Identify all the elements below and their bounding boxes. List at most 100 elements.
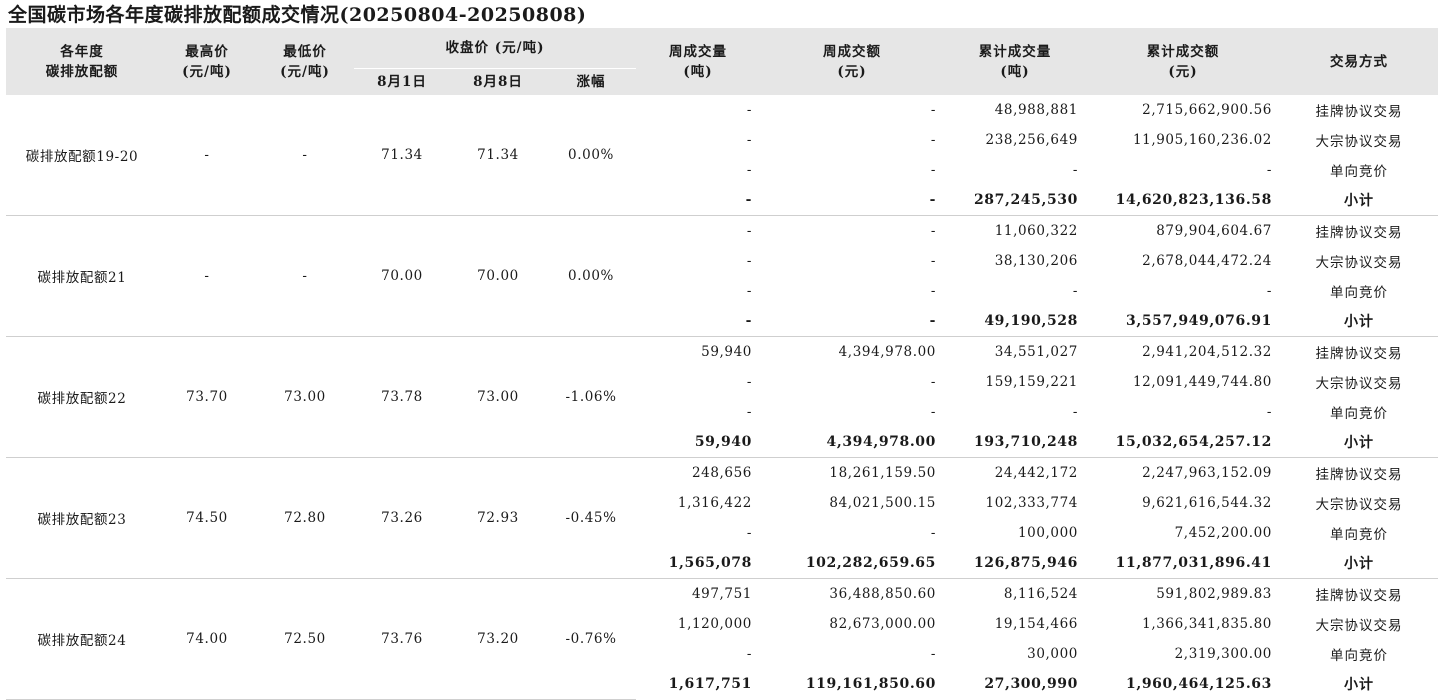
weekly-volume: 497,751	[691, 586, 752, 602]
weekly-amount: -	[930, 102, 936, 118]
subtotal-row: 1,617,751 119,161,850.60 27,300,990 1,960,4…	[6, 669, 1438, 699]
header-cumulative-volume-line2: (吨)	[1000, 63, 1030, 80]
weekly-amount: -	[930, 525, 936, 541]
cumulative-volume: 30,000	[1027, 646, 1078, 662]
weekly-volume: -	[746, 525, 752, 541]
header-weekly-volume: 周成交量 (吨)	[636, 28, 760, 95]
cumulative-amount: 2,319,300.00	[1174, 646, 1272, 662]
cumulative-volume: 8,116,524	[1003, 586, 1078, 602]
header-low-price: 最低价 (元/吨)	[256, 28, 354, 95]
weekly-amount: 102,282,659.65	[760, 548, 944, 579]
trade-mode: 小计	[1280, 548, 1438, 579]
header-cumulative-amount-line1: 累计成交额	[1146, 43, 1220, 60]
cumulative-volume: 48,988,881	[994, 102, 1078, 118]
trade-mode: 大宗协议交易	[1315, 376, 1403, 392]
table-row: 碳排放配额22 73.70 73.00 73.78 73.00 -1.06% 59,940 4…	[6, 336, 1438, 458]
close-aug1: 73.26	[354, 457, 450, 579]
cumulative-volume: -	[1072, 404, 1078, 420]
weekly-volume: -	[746, 223, 752, 239]
cumulative-volume: 238,256,649	[985, 132, 1078, 148]
trade-mode: 大宗协议交易	[1315, 497, 1403, 513]
subtotal-row: 1,565,078 102,282,659.65 126,875,946 11,877…	[6, 548, 1438, 579]
trade-mode: 小计	[1344, 677, 1374, 693]
header-weekly-amount-line1: 周成交额	[823, 43, 881, 60]
header-close-aug8: 8月8日	[473, 74, 523, 90]
carbon-trading-table: 各年度 碳排放配额 最高价 (元/吨) 最低价 (元/吨) 收盘价 (元/吨) …	[6, 28, 1438, 700]
trade-mode: 单向竞价	[1330, 648, 1388, 664]
close-aug8: 73.00	[450, 336, 546, 458]
table-row: - - - - 单向竞价	[6, 155, 1438, 185]
table-row: 碳排放配额19-20- -71.34 71.34 0.00% - -48,988,881 2…	[6, 95, 1438, 216]
cumulative-volume: 11,060,322	[994, 223, 1078, 239]
table-row: - - - - 单向竞价	[6, 397, 1438, 427]
table-row: 1,120,000 82,673,000.00 19,154,466 1,366,34…	[6, 609, 1438, 639]
weekly-volume: 1,565,078	[636, 548, 760, 579]
cumulative-volume: 287,245,530	[944, 185, 1086, 216]
weekly-amount: -	[930, 374, 936, 390]
weekly-volume: 1,316,422	[677, 495, 752, 511]
close-aug1: 71.34	[354, 95, 450, 216]
cumulative-amount: 2,715,662,900.56	[1142, 102, 1272, 118]
low-price: 73.00	[256, 336, 354, 458]
header-allowance-year-line1: 各年度	[60, 43, 104, 60]
table-body: 碳排放配额19-20- -71.34 71.34 0.00% - -48,988,881 2…	[6, 95, 1438, 700]
cumulative-volume: 19,154,466	[994, 616, 1078, 632]
weekly-amount: -	[930, 253, 936, 269]
trade-mode: 挂牌协议交易	[1315, 225, 1403, 241]
trade-mode: 单向竞价	[1330, 527, 1388, 543]
allowance-name: 碳排放配额19-20	[6, 95, 158, 216]
cumulative-volume: -	[1072, 162, 1078, 178]
trade-mode: 挂牌协议交易	[1315, 588, 1403, 604]
trade-mode: 单向竞价	[1330, 164, 1388, 180]
header-close-price: 收盘价 (元/吨)	[354, 28, 636, 69]
trade-mode: 小计	[1280, 427, 1438, 458]
header-high-price: 最高价 (元/吨)	[158, 28, 256, 95]
header-low-price-line2: (元/吨)	[280, 63, 330, 80]
change-pct: 0.00%	[546, 95, 636, 216]
cumulative-amount: 15,032,654,257.12	[1086, 427, 1280, 458]
weekly-volume: -	[746, 404, 752, 420]
table-row: - - 38,130,206 2,678,044,472.24 大宗协议交易	[6, 246, 1438, 276]
header-high-price-line2: (元/吨)	[182, 63, 232, 80]
header-cumulative-volume-line1: 累计成交量	[978, 43, 1052, 60]
header-cumulative-amount-line2: (元)	[1168, 63, 1198, 80]
header-cumulative-volume: 累计成交量 (吨)	[944, 28, 1086, 95]
weekly-volume: -	[636, 306, 760, 337]
header-trade-mode: 交易方式	[1330, 53, 1388, 70]
cumulative-volume: 102,333,774	[985, 495, 1078, 511]
cumulative-amount: 11,905,160,236.02	[1132, 132, 1272, 148]
low-price: -	[256, 215, 354, 337]
trade-mode: 挂牌协议交易	[1315, 346, 1403, 362]
weekly-amount: -	[930, 162, 936, 178]
close-aug8: 71.34	[450, 95, 546, 216]
header-weekly-amount-line2: (元)	[837, 63, 867, 80]
cumulative-amount: 14,620,823,136.58	[1086, 185, 1280, 216]
table-row: - - - - 单向竞价	[6, 276, 1438, 306]
weekly-volume: -	[746, 253, 752, 269]
trade-mode: 大宗协议交易	[1315, 618, 1403, 634]
header-low-price-line1: 最低价	[283, 43, 327, 60]
subtotal-row: - -287,245,530 14,620,823,136.58 小计	[6, 185, 1438, 216]
table-header: 各年度 碳排放配额 最高价 (元/吨) 最低价 (元/吨) 收盘价 (元/吨) …	[6, 28, 1438, 95]
table-row: - - 238,256,649 11,905,160,236.02 大宗协议交易	[6, 125, 1438, 155]
trade-mode: 单向竞价	[1330, 285, 1388, 301]
cumulative-amount: -	[1266, 283, 1272, 299]
weekly-amount: 119,161,850.60	[805, 676, 936, 692]
weekly-amount: -	[930, 283, 936, 299]
weekly-amount: 84,021,500.15	[829, 495, 936, 511]
weekly-volume: -	[746, 374, 752, 390]
high-price: -	[158, 215, 256, 337]
trade-mode: 单向竞价	[1330, 406, 1388, 422]
header-high-price-line1: 最高价	[185, 43, 229, 60]
table-row: 碳排放配额21- -70.00 70.00 0.00% - -11,060,322 879,…	[6, 215, 1438, 337]
cumulative-volume: 193,710,248	[944, 427, 1086, 458]
close-aug1: 70.00	[354, 215, 450, 337]
high-price: 74.50	[158, 457, 256, 579]
allowance-name: 碳排放配额23	[6, 457, 158, 579]
page-title: 全国碳市场各年度碳排放配额成交情况(20250804-20250808)	[8, 4, 587, 26]
allowance-name: 碳排放配额21	[6, 215, 158, 337]
high-price: 74.00	[158, 578, 256, 700]
low-price: 72.80	[256, 457, 354, 579]
table-row: - - 30,000 2,319,300.00 单向竞价	[6, 639, 1438, 669]
cumulative-amount: 2,941,204,512.32	[1142, 344, 1272, 360]
